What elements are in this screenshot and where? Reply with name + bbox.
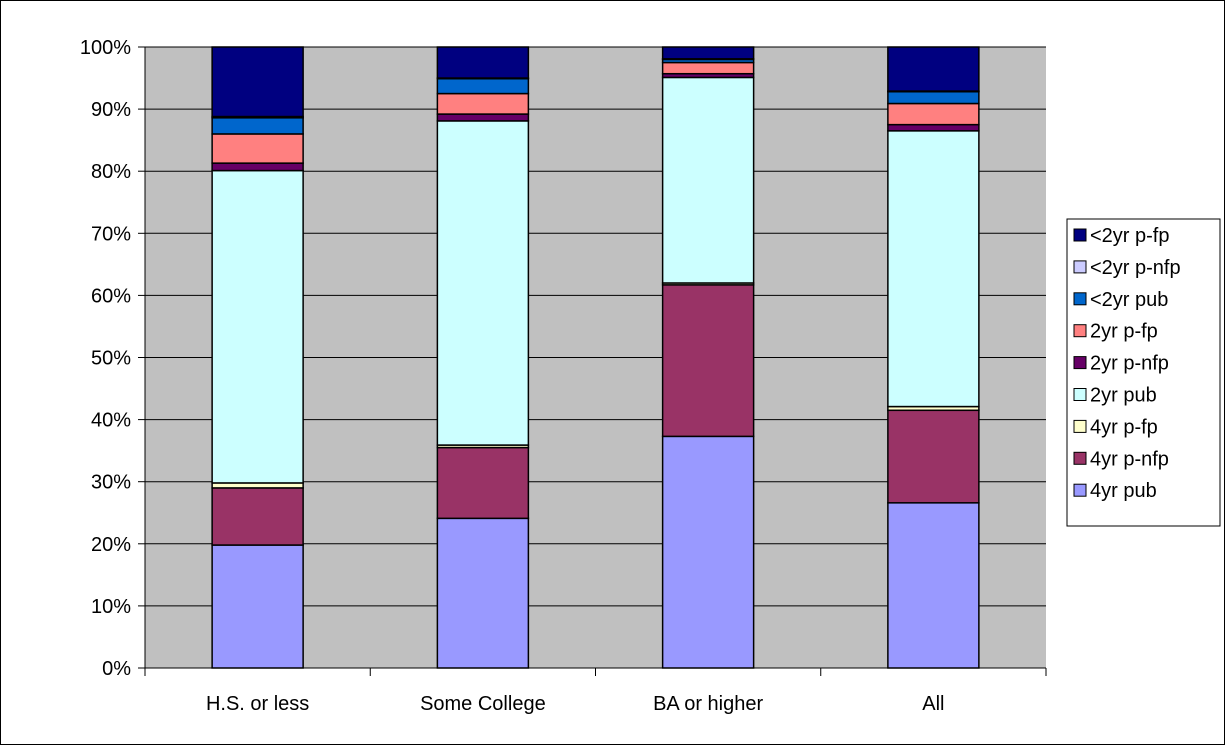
y-tick-label: 10% (91, 596, 131, 618)
plot-area (145, 46, 1046, 669)
bar-segment (887, 409, 980, 504)
x-tick-label: BA or higher (653, 693, 763, 715)
legend-swatch (1073, 356, 1087, 370)
legend-label: 2yr pub (1090, 385, 1157, 407)
y-tick-label: 30% (91, 472, 131, 494)
bar-segment (436, 92, 530, 115)
bar-segment (661, 61, 755, 75)
bar-segment (436, 517, 530, 669)
bar-segment (211, 117, 304, 135)
bar-segment (436, 120, 530, 446)
legend-swatch (1073, 228, 1087, 242)
bar-segment (887, 123, 980, 132)
y-tick-label: 20% (91, 534, 131, 556)
bar-segment (211, 162, 304, 172)
bar-segment (887, 102, 980, 126)
bar-segment (887, 46, 980, 92)
y-tick-label: 70% (91, 223, 131, 245)
y-tick-label: 0% (102, 658, 131, 680)
bar-segment (661, 284, 755, 438)
bar-segment (436, 113, 530, 122)
legend-swatch (1073, 260, 1087, 274)
legend-swatch (1073, 388, 1087, 401)
legend: <2yr p-fp <2yr p-nfp <2yr pub 2yr p-fp 2yr p… (1066, 218, 1221, 527)
bar-segment (436, 446, 530, 520)
bar-segment (211, 169, 304, 484)
bar-segment (661, 46, 755, 60)
legend-label: <2yr p-fp (1090, 225, 1169, 247)
y-tick-label: 100% (80, 37, 131, 59)
bar-segment (211, 133, 304, 164)
bar-segment (436, 46, 530, 79)
legend-label: <2yr pub (1090, 289, 1168, 311)
bar-segment (436, 77, 530, 95)
axes: 0% 10% 20% 30% 40% 50% 60% 70% 80% 90% 100% H.S. or… (80, 37, 1047, 715)
legend-swatch (1073, 292, 1087, 306)
legend-label: 4yr pub (1090, 480, 1157, 502)
y-tick-label: 50% (91, 348, 131, 370)
legend-label: 2yr p-fp (1090, 321, 1158, 343)
legend-label: <2yr p-nfp (1090, 257, 1181, 279)
legend-swatch (1073, 419, 1087, 433)
bar-segment (661, 76, 755, 284)
y-tick-label: 80% (91, 161, 131, 183)
y-tick-label: 60% (91, 285, 131, 307)
y-tick-label: 40% (91, 410, 131, 432)
legend-box (1066, 218, 1221, 527)
legend-label: 4yr p-nfp (1090, 448, 1169, 470)
bar-segment (887, 502, 980, 669)
bar-segment (887, 130, 980, 408)
legend-swatch (1073, 483, 1087, 497)
x-tick-label: Some College (420, 693, 546, 715)
bar-segment (211, 544, 304, 669)
legend-swatch (1073, 324, 1087, 338)
legend-label: 4yr p-fp (1090, 416, 1158, 438)
bar-segment (661, 435, 755, 669)
legend-swatch (1073, 451, 1087, 465)
bar-segment (211, 487, 304, 546)
y-tick-label: 90% (91, 99, 131, 121)
x-tick-label: All (922, 693, 944, 715)
legend-label: 2yr p-nfp (1090, 353, 1169, 375)
bar-segment (211, 46, 304, 118)
bar-segment (887, 90, 980, 105)
x-tick-label: H.S. or less (206, 693, 309, 715)
